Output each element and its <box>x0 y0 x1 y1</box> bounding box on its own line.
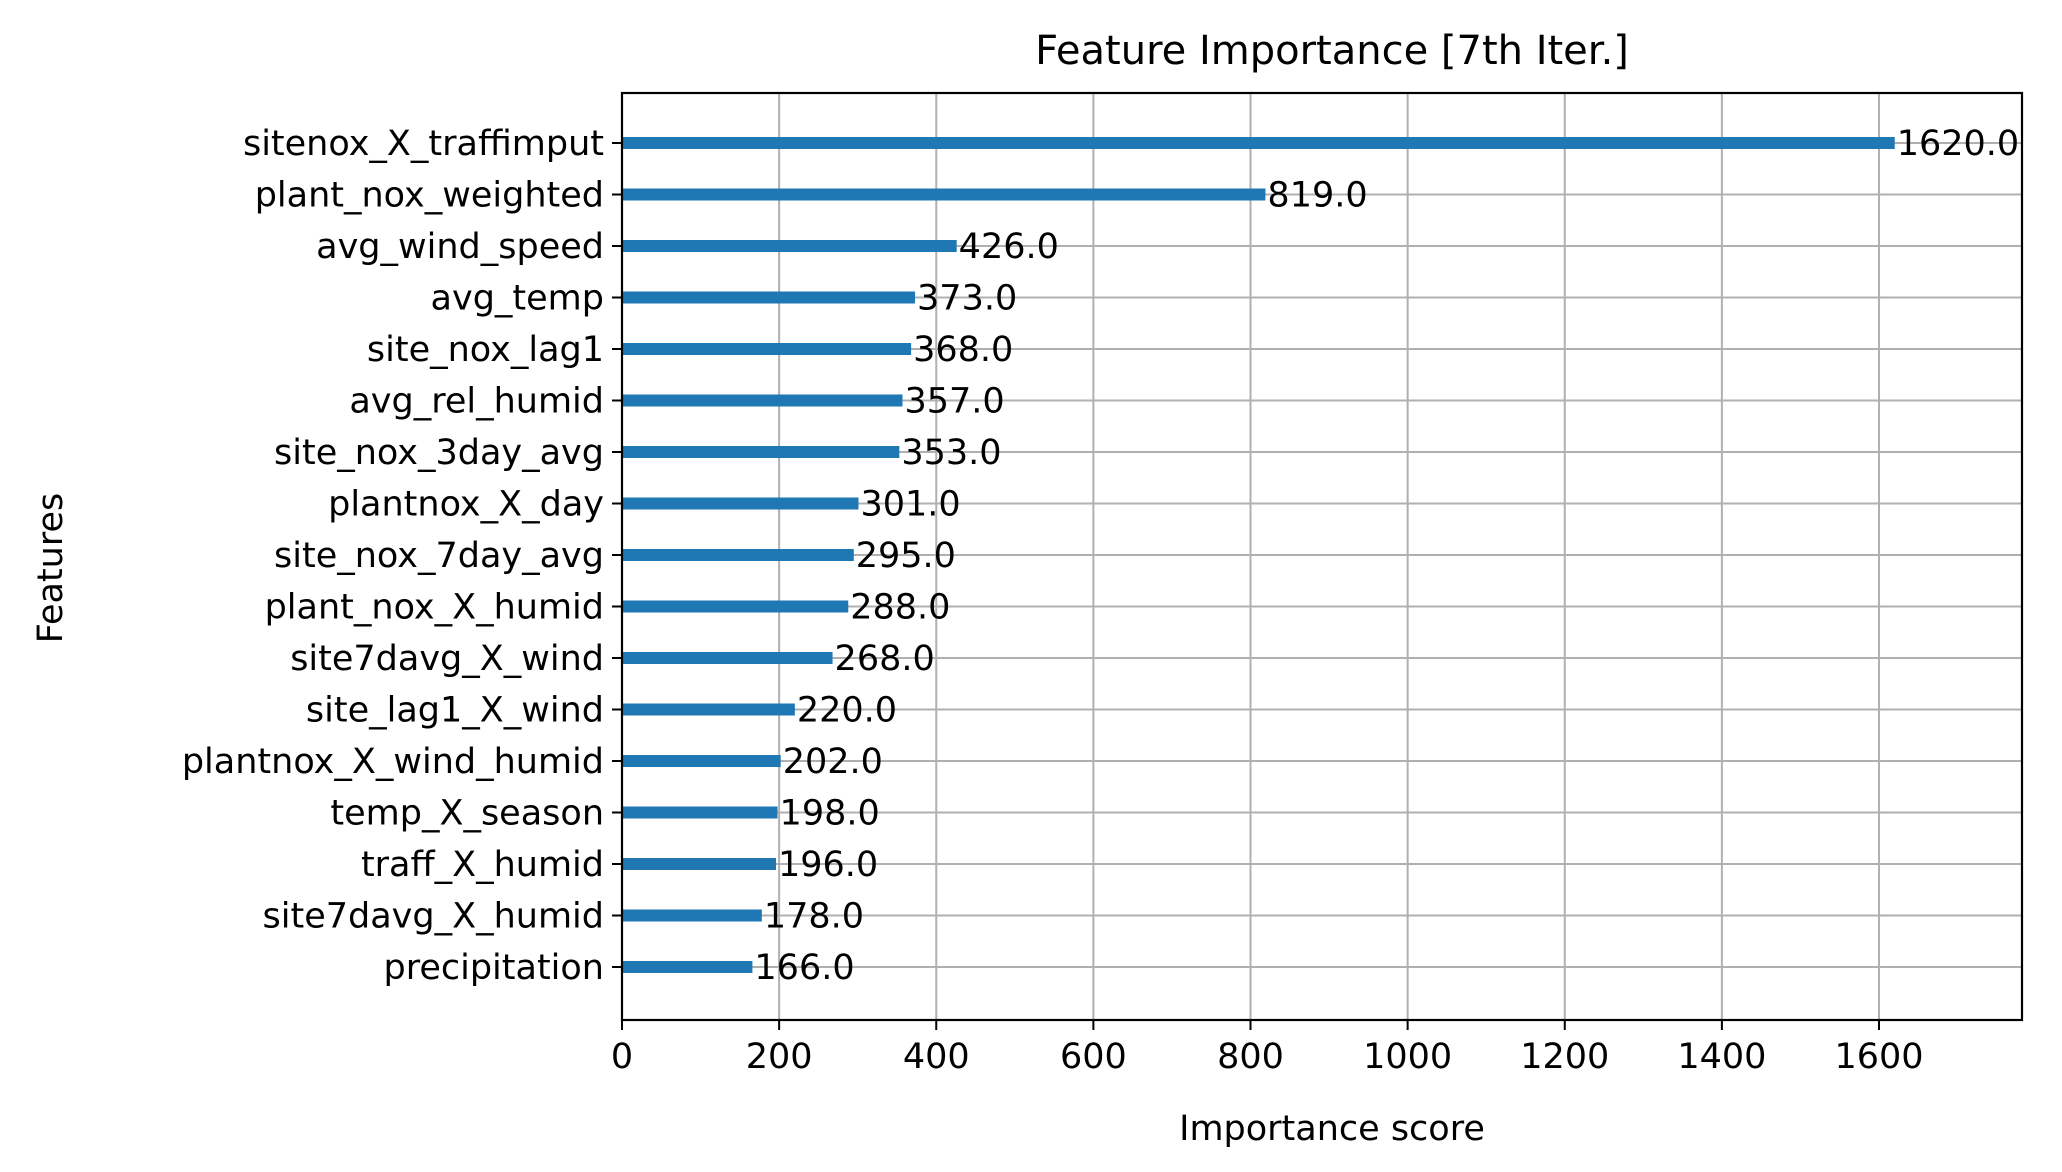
data-label: 268.0 <box>835 639 935 679</box>
bar <box>622 909 762 922</box>
x-tick-label: 400 <box>903 1037 970 1077</box>
x-tick-label: 1000 <box>1363 1037 1452 1077</box>
x-tick-label: 200 <box>746 1037 813 1077</box>
x-tick-label: 1200 <box>1520 1037 1609 1077</box>
bar <box>622 806 778 819</box>
data-label: 202.0 <box>783 742 883 782</box>
bar <box>622 394 903 407</box>
bar <box>622 652 833 664</box>
category-label: precipitation <box>384 948 605 988</box>
data-label: 368.0 <box>913 330 1013 370</box>
bar <box>622 188 1266 201</box>
x-tick-label: 1600 <box>1834 1037 1923 1077</box>
category-label: site_nox_7day_avg <box>274 536 604 576</box>
data-label: 196.0 <box>778 845 878 885</box>
data-label: 295.0 <box>856 536 956 576</box>
bar <box>622 497 859 510</box>
category-label: site7davg_X_wind <box>290 639 604 679</box>
bar <box>622 240 957 252</box>
data-label: 353.0 <box>901 433 1001 473</box>
data-label: 288.0 <box>850 588 950 628</box>
bar <box>622 446 900 458</box>
bars <box>622 137 1895 973</box>
bar <box>622 549 854 561</box>
data-label: 178.0 <box>764 897 864 937</box>
category-label: site_lag1_X_wind <box>306 691 604 731</box>
x-tick-label: 600 <box>1060 1037 1127 1077</box>
bar <box>622 137 1895 149</box>
data-label: 198.0 <box>780 794 880 834</box>
category-label: plantnox_X_day <box>328 485 604 525</box>
data-label: 166.0 <box>754 948 854 988</box>
category-label: plantnox_X_wind_humid <box>182 742 604 782</box>
x-tick-label: 0 <box>611 1037 633 1077</box>
category-label: plant_nox_weighted <box>255 176 604 216</box>
data-label: 357.0 <box>904 382 1004 422</box>
bar <box>622 343 912 355</box>
category-label: temp_X_season <box>330 794 604 834</box>
category-label: plant_nox_X_humid <box>265 588 604 628</box>
category-label: sitenox_X_traffimput <box>243 124 604 164</box>
data-label: 819.0 <box>1267 176 1367 216</box>
category-label: site_nox_3day_avg <box>274 433 604 473</box>
bar <box>622 291 916 304</box>
category-label: avg_rel_humid <box>349 382 604 422</box>
bar <box>622 755 781 767</box>
plot-frame <box>620 91 2024 1022</box>
x-tick-label: 800 <box>1217 1037 1284 1077</box>
data-label: 373.0 <box>917 279 1017 319</box>
data-labels: 1620.0 819.0 426.0 373.0 368.0 357.0 353.0 301.… <box>754 124 2019 988</box>
axis-ticks: 0 200 400 600 800 1000 1200 1400 1600 sitenox_X_t… <box>182 124 1924 1077</box>
bar <box>622 961 753 973</box>
data-label: 426.0 <box>959 227 1059 267</box>
bar <box>622 858 776 870</box>
data-label: 1620.0 <box>1897 124 2019 164</box>
x-axis-label: Importance score <box>1179 1109 1485 1149</box>
x-tick-label: 1400 <box>1677 1037 1766 1077</box>
chart-title: Feature Importance [7th Iter.] <box>1035 28 1629 74</box>
category-label: avg_wind_speed <box>316 227 604 267</box>
y-axis-label: Features <box>31 493 71 644</box>
category-label: traff_X_humid <box>361 845 604 885</box>
data-label: 301.0 <box>860 485 960 525</box>
bar <box>622 703 795 716</box>
category-label: site_nox_lag1 <box>367 330 604 370</box>
category-label: avg_temp <box>431 279 604 319</box>
category-label: site7davg_X_humid <box>263 897 604 937</box>
data-label: 220.0 <box>797 691 897 731</box>
bar <box>622 600 849 613</box>
